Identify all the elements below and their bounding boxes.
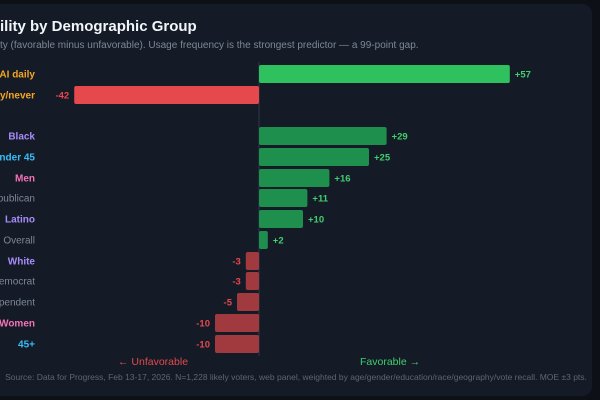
favorable-direction-label: Favorable → (360, 356, 421, 368)
chart-subtitle: ty (favorable minus unfavorable). Usage … (0, 40, 419, 51)
value-label-10: -5 (224, 298, 233, 309)
chart-title: ility by Demographic Group (0, 18, 197, 35)
category-label-12: 45+ (18, 340, 35, 351)
value-label-8: -3 (232, 257, 240, 268)
source-note: Source: Data for Progress, Feb 13-17, 20… (5, 372, 587, 382)
bar-10 (237, 293, 259, 311)
value-label-0: +57 (515, 70, 531, 81)
bar-12 (215, 335, 259, 353)
category-label-8: White (8, 257, 36, 268)
category-label-6: Latino (5, 215, 35, 226)
value-label-2: +29 (392, 132, 408, 143)
value-label-3: +25 (374, 153, 391, 164)
category-label-2: Black (8, 132, 35, 143)
category-label-1: ely/never (0, 91, 35, 102)
bar-6 (259, 210, 303, 228)
bar-0 (259, 65, 510, 83)
bar-9 (245, 272, 259, 290)
bar-11 (215, 314, 259, 332)
value-label-4: +16 (334, 174, 350, 185)
bar-1 (74, 86, 259, 104)
chart-panel: ility by Demographic Group ty (favorable… (0, 4, 592, 396)
category-label-4: Men (15, 174, 35, 185)
bar-8 (245, 252, 259, 270)
bar-7 (259, 231, 268, 249)
value-label-11: -10 (196, 319, 210, 330)
value-label-12: -10 (196, 340, 210, 351)
value-label-7: +2 (273, 236, 284, 247)
category-label-0: e AI daily (0, 70, 35, 81)
value-label-6: +10 (308, 215, 324, 226)
category-label-7: Overall (3, 236, 35, 247)
category-label-5: publican (0, 194, 35, 205)
value-label-9: -3 (232, 277, 240, 288)
bar-3 (259, 148, 369, 166)
value-label-1: -42 (55, 91, 69, 102)
bar-2 (259, 127, 387, 145)
bar-5 (259, 189, 308, 207)
unfavorable-direction-label: ← Unfavorable (118, 356, 189, 368)
category-label-10: ependent (0, 298, 35, 309)
category-label-3: Under 45 (0, 153, 35, 164)
bar-chart: +57 e AI daily -42 ely/never +29 Black +25 Unde… (0, 62, 531, 356)
bar-4 (259, 169, 330, 187)
category-label-9: Democrat (0, 277, 35, 288)
value-label-5: +11 (312, 194, 328, 205)
category-label-11: Women (0, 319, 35, 330)
